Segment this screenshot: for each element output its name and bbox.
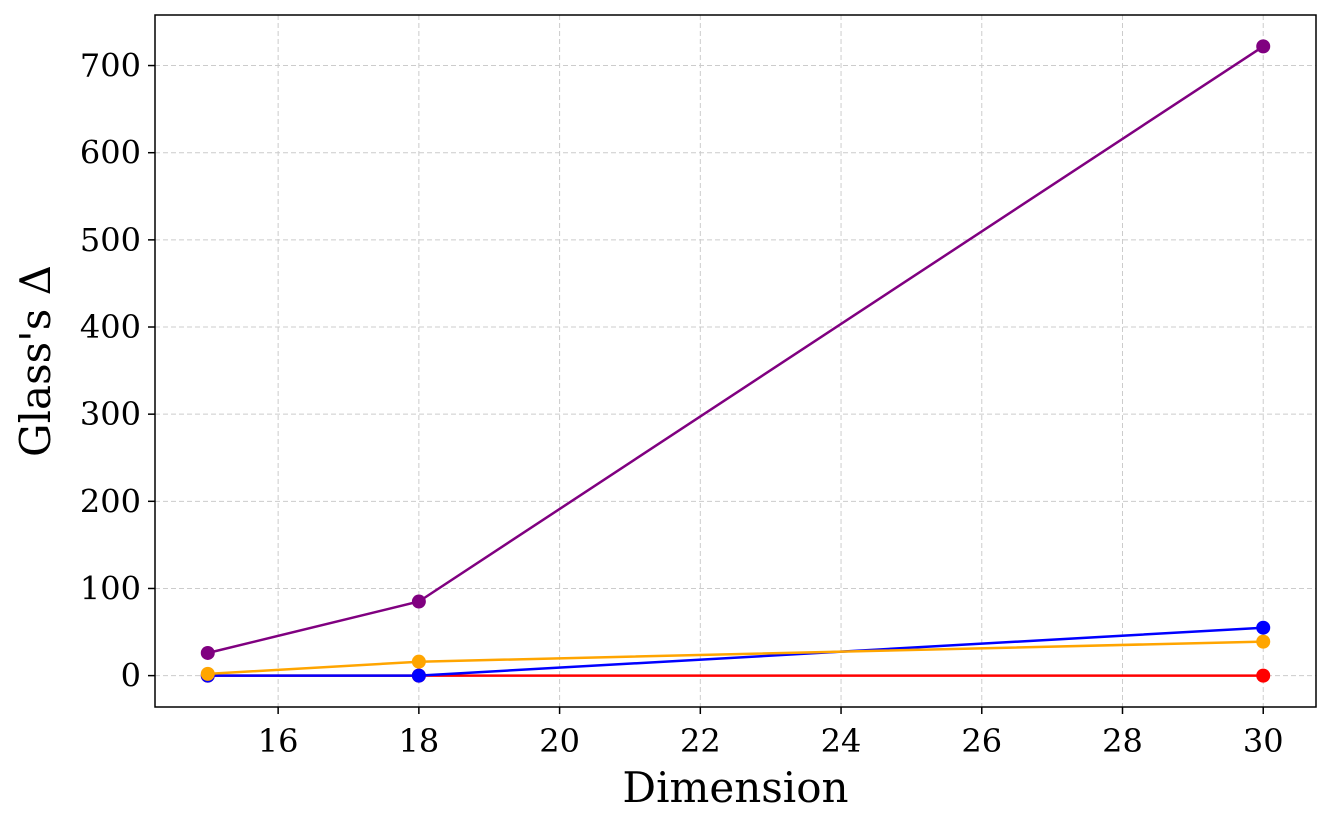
series-3-point	[1256, 634, 1271, 649]
series-1-point	[1256, 668, 1271, 683]
x-tick-label: 20	[539, 722, 580, 760]
x-tick-label: 18	[399, 722, 440, 760]
series-0-point	[200, 645, 215, 660]
series-0-point	[411, 594, 426, 609]
y-tick-label: 700	[80, 47, 141, 85]
grid-layer	[155, 15, 1316, 707]
series-3-point	[200, 666, 215, 681]
series-0-point	[1256, 39, 1271, 54]
x-tick-label: 28	[1102, 722, 1143, 760]
series-layer	[200, 39, 1271, 683]
x-tick-label: 26	[961, 722, 1002, 760]
y-tick-label: 0	[121, 657, 141, 695]
series-2-point	[411, 668, 426, 683]
series-2-line	[207, 626, 1264, 677]
y-axis-title: Glass's Δ	[11, 265, 60, 457]
x-tick-label: 16	[258, 722, 299, 760]
x-tick-label: 24	[821, 722, 862, 760]
y-tick-label: 500	[80, 221, 141, 259]
x-axis-title: Dimension	[622, 763, 848, 812]
y-tick-label: 400	[80, 308, 141, 346]
y-tick-label: 300	[80, 395, 141, 433]
series-3-point	[411, 654, 426, 669]
plot-frame	[154, 14, 1317, 708]
series-0-line	[207, 45, 1264, 655]
y-tick-label: 200	[80, 482, 141, 520]
series-2-point	[1256, 620, 1271, 635]
y-tick-label: 100	[80, 569, 141, 607]
y-tick-label: 600	[80, 134, 141, 172]
x-tick-label: 30	[1243, 722, 1284, 760]
x-tick-label: 22	[680, 722, 721, 760]
